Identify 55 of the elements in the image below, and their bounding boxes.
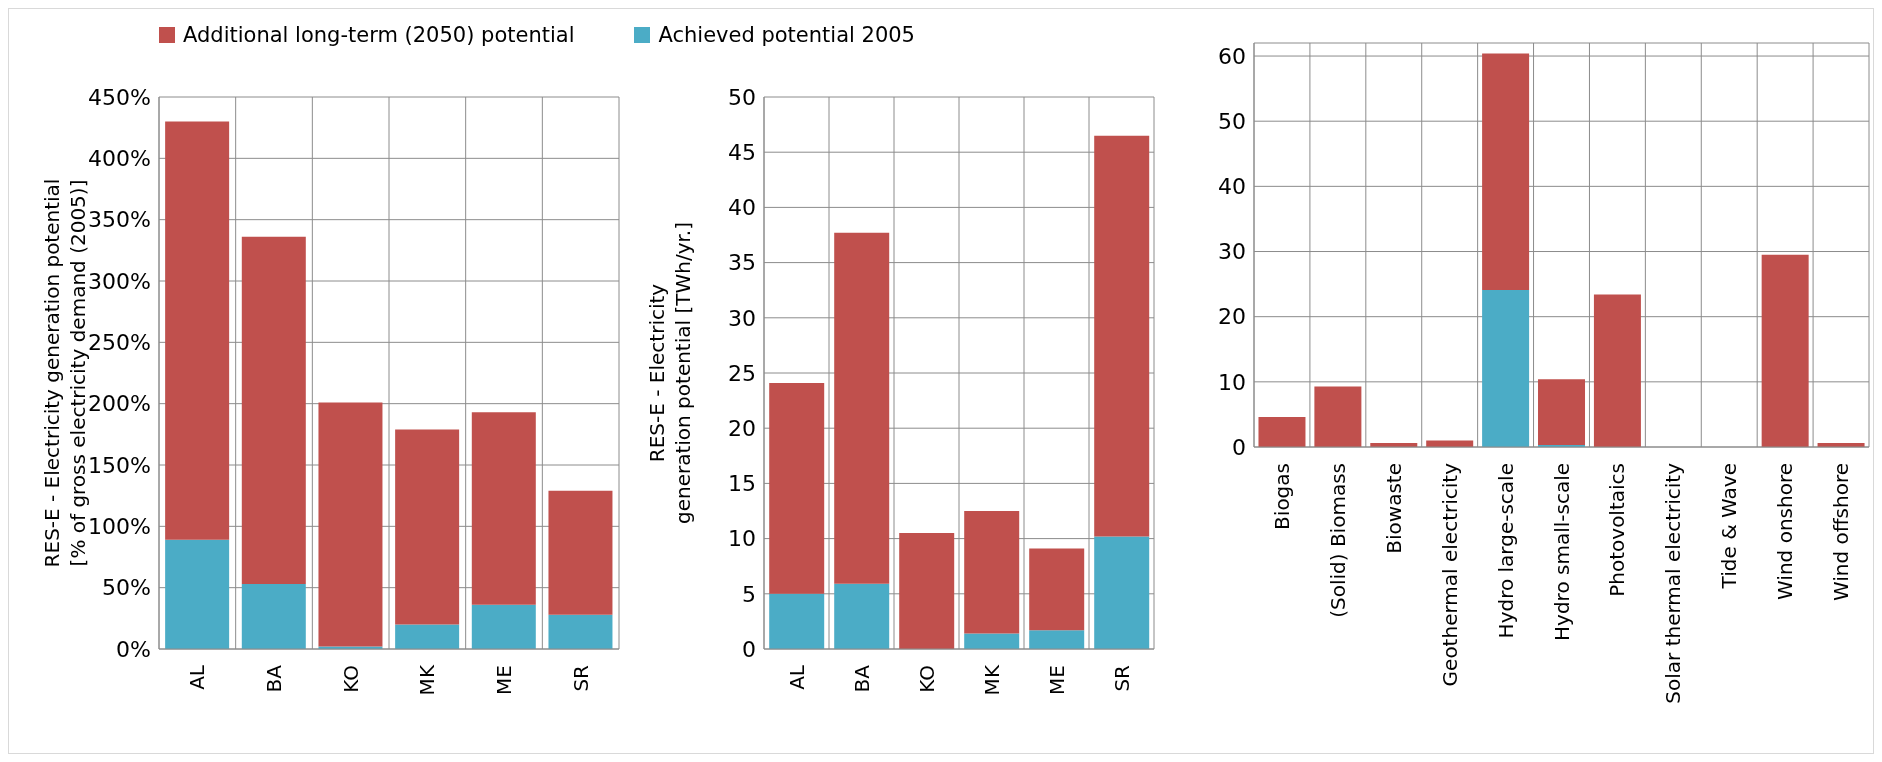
x-tick-label: Tide & Wave [1717,463,1742,590]
y-tick-label: 15 [728,471,756,497]
y-tick-label: 0% [116,636,151,662]
y-tick-label: 0 [1232,434,1246,460]
x-tick-label: (Solid) Biomass [1325,463,1350,618]
y-tick-label: 10 [728,526,756,552]
y-tick-label: 25 [728,360,756,386]
x-tick-label: KO [914,665,939,693]
y-tick-label: 30 [728,305,756,331]
x-tick-label: AL [185,664,210,690]
y-tick-label: 100% [88,514,151,540]
y-axis-title: RES-E - Electricity generation potential [% of gross electricity demand (2005)] [40,178,90,568]
x-tick-label: Hydro large-scale [1493,463,1518,639]
x-tick-label: MK [979,664,1004,696]
y-tick-label: 35 [728,250,756,276]
y-tick-label: 50 [728,84,756,110]
y-tick-label: 50% [102,575,151,601]
x-tick-label: Hydro small-scale [1549,463,1574,641]
y-tick-label: 50 [1218,109,1246,134]
y-tick-label: 400% [88,146,151,172]
y-tick-label: 40 [1218,174,1246,200]
x-tick-label: Solar thermal electricity [1661,462,1686,704]
x-tick-label: Geothermal electricity [1437,462,1462,687]
x-tick-label: SR [568,664,593,692]
x-tick-label: Biogas [1269,463,1294,530]
y-tick-label: 300% [88,268,151,294]
y-tick-label: 350% [88,207,151,233]
y-tick-label: 20 [1218,304,1246,330]
y-tick-label: 10 [1218,369,1246,395]
y-tick-label: 450% [88,84,151,110]
x-tick-label: KO [338,665,363,693]
x-tick-label: Photovoltaics [1605,463,1630,597]
y-tick-label: 20 [728,416,756,442]
legend-label: Achieved potential 2005 [658,23,915,47]
y-tick-label: 45 [728,140,756,166]
x-tick-label: BA [262,664,286,693]
y-tick-label: 30 [1218,239,1246,265]
x-tick-label: AL [784,664,809,690]
x-tick-label: ME [1044,665,1069,695]
x-tick-label: Biowaste [1381,463,1406,554]
y-axis-title: RES-E - Electricity generation potential [TWh/yr.] [645,221,695,525]
x-tick-label: ME [492,665,516,695]
x-tick-label: SR [1109,664,1134,692]
y-tick-label: 150% [88,452,151,478]
y-tick-label: 5 [742,581,756,607]
x-tick-label: Wind onshore [1773,463,1798,600]
y-tick-label: 0 [742,636,756,662]
x-tick-label: MK [415,664,440,696]
y-tick-label: 60 [1218,43,1246,69]
x-tick-label: BA [849,664,874,693]
y-tick-label: 40 [728,195,756,221]
x-tick-label: Wind offshore [1829,463,1854,602]
y-tick-label: 200% [88,391,151,417]
y-tick-label: 250% [88,330,151,356]
legend-label: Additional long-term (2050) potential [183,23,575,47]
